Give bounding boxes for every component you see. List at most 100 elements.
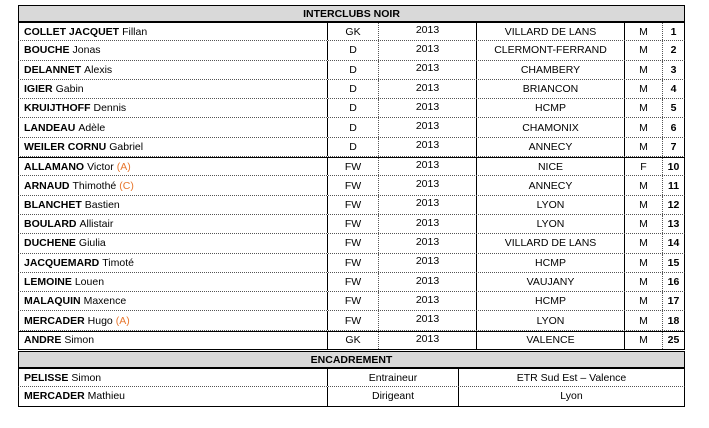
player-number: 18 bbox=[667, 314, 680, 327]
player-number: 10 bbox=[667, 160, 680, 173]
player-name-cell: MALAQUIN Maxence bbox=[19, 292, 328, 311]
player-last-name: LEMOINE bbox=[24, 276, 72, 288]
player-club: CHAMONIX bbox=[477, 118, 625, 137]
player-number: 16 bbox=[667, 276, 680, 288]
player-club: HCMP bbox=[477, 253, 625, 272]
player-sex: M bbox=[625, 214, 663, 234]
player-row: MALAQUIN Maxence FW 2013 HCMP M 17 bbox=[18, 292, 685, 312]
staff-first-name: Mathieu bbox=[87, 390, 126, 403]
player-sex: M bbox=[625, 195, 663, 214]
player-name-cell: BOULARD Allistair bbox=[19, 214, 328, 234]
player-position: FW bbox=[328, 292, 379, 311]
player-club: NICE bbox=[477, 158, 625, 176]
player-name-cell: DUCHENE Giulia bbox=[19, 234, 328, 253]
player-birth-year: 2013 bbox=[379, 176, 477, 195]
staff-role: Entraineur bbox=[328, 369, 459, 387]
player-row: WEILER CORNU Gabriel D 2013 ANNECY M 7 bbox=[18, 137, 685, 158]
player-row: BOUCHE Jonas D 2013 CLERMONT-FERRAND M 2 bbox=[18, 41, 685, 61]
player-row: BLANCHET Bastien FW 2013 LYON M 12 bbox=[18, 195, 685, 215]
player-sex: M bbox=[625, 60, 663, 79]
player-sex: M bbox=[625, 311, 663, 330]
player-sex: M bbox=[625, 41, 663, 60]
staff-name-cell: MERCADER Mathieu bbox=[19, 387, 328, 406]
player-club: HCMP bbox=[477, 99, 625, 118]
player-position: FW bbox=[328, 234, 379, 253]
player-first-name: Alexis bbox=[84, 63, 113, 76]
player-position: FW bbox=[328, 272, 379, 292]
player-birth-year: 2013 bbox=[379, 79, 477, 99]
player-club: LYON bbox=[477, 195, 625, 214]
player-name-cell: ANDRE Simon bbox=[19, 331, 328, 350]
player-club: HCMP bbox=[477, 292, 625, 311]
player-last-name: BOUCHE bbox=[24, 44, 70, 57]
player-number: 7 bbox=[670, 140, 677, 153]
player-sex: M bbox=[625, 79, 663, 99]
player-name-cell: ARNAUD Thimothé (C) bbox=[19, 176, 328, 195]
player-number: 15 bbox=[667, 256, 680, 269]
player-first-name: Adèle bbox=[78, 121, 106, 134]
player-name-cell: KRUIJTHOFF Dennis bbox=[19, 99, 328, 118]
player-position: D bbox=[328, 60, 379, 79]
player-club: ANNECY bbox=[477, 137, 625, 157]
player-first-name: Louen bbox=[74, 276, 105, 288]
player-birth-year: 2013 bbox=[379, 60, 477, 79]
player-first-name: Maxence bbox=[83, 295, 127, 308]
team-header: INTERCLUBS NOIR bbox=[18, 5, 685, 22]
player-name-cell: IGIER Gabin bbox=[19, 79, 328, 99]
staff-row: PELISSE Simon Entraineur ETR Sud Est – Vale… bbox=[18, 368, 685, 388]
player-position: GK bbox=[328, 23, 379, 41]
player-first-name: Timoté bbox=[102, 256, 134, 269]
player-last-name: ANDRE bbox=[24, 334, 62, 347]
staff-header: ENCADREMENT bbox=[18, 351, 685, 369]
staff-role: Dirigeant bbox=[328, 387, 459, 406]
player-last-name: DUCHENE bbox=[24, 237, 76, 250]
player-sex: M bbox=[625, 272, 663, 292]
player-club: LYON bbox=[477, 311, 625, 330]
player-position: FW bbox=[328, 158, 379, 176]
player-row: COLLET JACQUET Fillan GK 2013 VILLARD DE LAN… bbox=[18, 22, 685, 42]
player-position: D bbox=[328, 41, 379, 60]
player-number: 14 bbox=[667, 237, 680, 250]
player-birth-year: 2013 bbox=[379, 292, 477, 311]
player-position: FW bbox=[328, 311, 379, 330]
player-sex: M bbox=[625, 23, 663, 41]
player-row: LEMOINE Louen FW 2013 VAUJANY M 16 bbox=[18, 272, 685, 293]
player-club: CLERMONT-FERRAND bbox=[477, 41, 625, 60]
player-position: D bbox=[328, 118, 379, 137]
player-last-name: ARNAUD bbox=[24, 179, 70, 192]
player-number: 3 bbox=[670, 63, 677, 76]
player-name-cell: COLLET JACQUET Fillan bbox=[19, 23, 328, 41]
player-position: FW bbox=[328, 253, 379, 272]
player-first-name: Hugo bbox=[87, 314, 113, 327]
player-row: ARNAUD Thimothé (C) FW 2013 ANNECY M 11 bbox=[18, 176, 685, 196]
player-sex: M bbox=[625, 253, 663, 272]
player-birth-year: 2013 bbox=[379, 118, 477, 137]
player-number: 11 bbox=[667, 179, 680, 192]
player-last-name: WEILER CORNU bbox=[24, 140, 107, 153]
player-name-cell: LANDEAU Adèle bbox=[19, 118, 328, 137]
player-birth-year: 2013 bbox=[379, 234, 477, 253]
player-last-name: MALAQUIN bbox=[24, 295, 81, 308]
player-sex: M bbox=[625, 99, 663, 118]
player-last-name: LANDEAU bbox=[24, 121, 76, 134]
player-club: CHAMBERY bbox=[477, 60, 625, 79]
player-birth-year: 2013 bbox=[379, 272, 477, 292]
player-first-name: Simon bbox=[64, 334, 95, 347]
player-birth-year: 2013 bbox=[379, 137, 477, 157]
player-last-name: IGIER bbox=[24, 83, 53, 96]
player-last-name: ALLAMANO bbox=[24, 160, 85, 173]
player-row: KRUIJTHOFF Dennis D 2013 HCMP M 5 bbox=[18, 99, 685, 119]
player-name-cell: ALLAMANO Victor (A) bbox=[19, 158, 328, 176]
captain-tag: (A) bbox=[115, 314, 130, 327]
player-position: D bbox=[328, 99, 379, 118]
staff-name-cell: PELISSE Simon bbox=[19, 369, 328, 387]
player-row: DUCHENE Giulia FW 2013 VILLARD DE LANS M 14 bbox=[18, 234, 685, 254]
captain-tag: (C) bbox=[119, 179, 134, 192]
player-number: 25 bbox=[667, 334, 680, 347]
player-sex: M bbox=[625, 234, 663, 253]
player-number: 2 bbox=[670, 44, 677, 57]
player-sex: M bbox=[625, 137, 663, 157]
player-sex: M bbox=[625, 331, 663, 350]
player-first-name: Thimothé bbox=[72, 179, 117, 192]
player-birth-year: 2013 bbox=[379, 331, 477, 350]
